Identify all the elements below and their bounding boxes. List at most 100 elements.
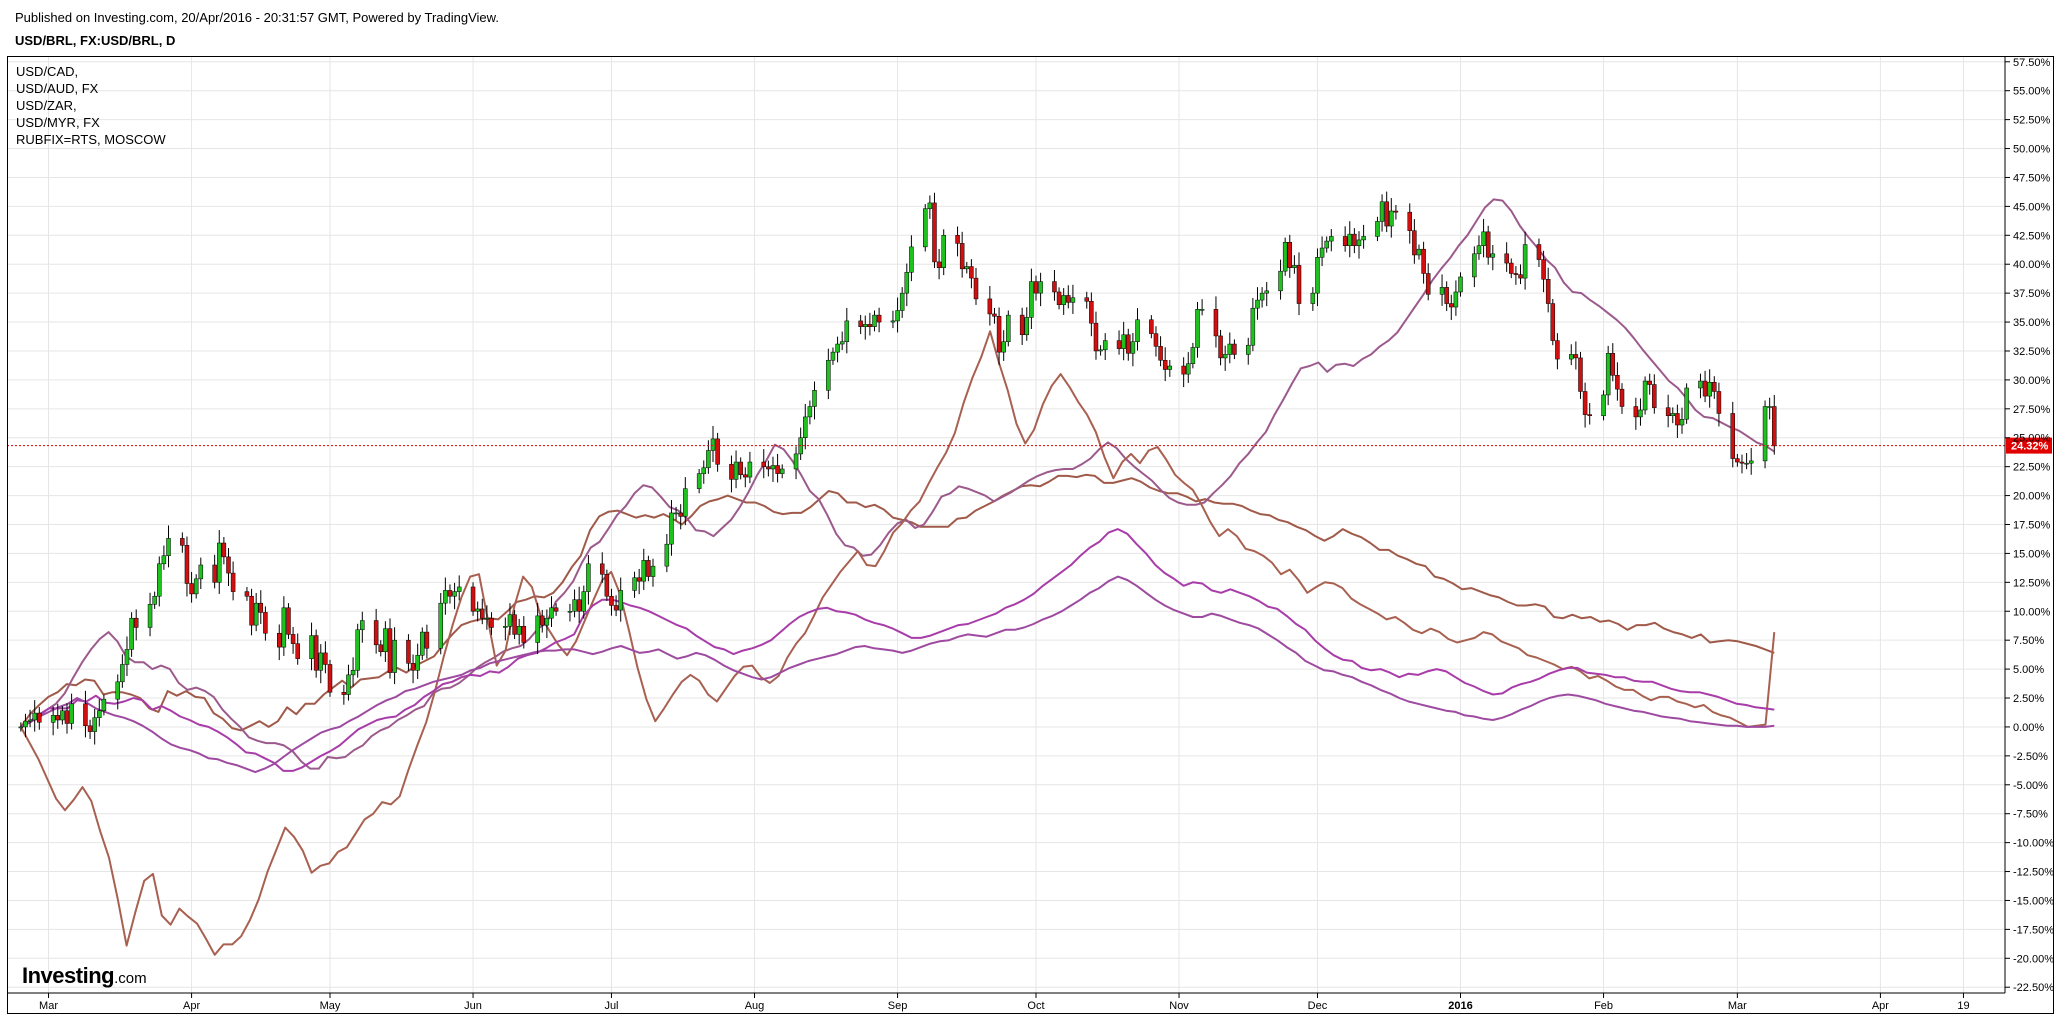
y-tick-label: 42.50% — [2013, 230, 2051, 242]
x-tick-label: Mar — [39, 1000, 58, 1012]
candle-body — [1485, 231, 1491, 258]
candle-body — [346, 674, 351, 695]
candle-body — [64, 710, 70, 724]
comparison-legend: USD/CAD, USD/AUD, FX USD/ZAR, USD/MYR, F… — [16, 63, 166, 148]
y-tick-label: 37.50% — [2013, 288, 2051, 300]
candle-body — [447, 590, 453, 597]
candle-body — [1126, 334, 1131, 354]
candle-body — [863, 324, 868, 327]
candle-body — [872, 314, 877, 327]
candle-body — [1001, 341, 1006, 353]
candle-body — [830, 351, 836, 361]
candle-body — [355, 629, 360, 671]
candle-body — [37, 712, 42, 723]
candle-body — [895, 310, 900, 322]
candle-body — [535, 615, 540, 643]
candle-body — [1582, 391, 1588, 415]
candle-body — [383, 628, 388, 652]
y-tick-label: 32.50% — [2013, 346, 2051, 358]
candle-body — [1476, 245, 1482, 255]
candle-body — [161, 555, 167, 565]
candle-body — [101, 698, 107, 711]
candle-body — [1458, 276, 1463, 293]
candle-body — [452, 591, 457, 597]
y-tick-label: 15.00% — [2013, 548, 2051, 560]
candle-body — [1412, 230, 1417, 256]
candle-body — [609, 595, 614, 606]
x-tick-label: Mar — [1728, 1000, 1747, 1012]
candle-body — [341, 691, 347, 695]
candle-body — [480, 608, 485, 619]
candle-body — [1421, 248, 1426, 274]
series-line — [19, 330, 1776, 956]
candle-body — [747, 461, 753, 478]
y-tick-label: 30.00% — [2013, 375, 2051, 387]
candle-body — [295, 643, 300, 659]
candle-body — [1545, 279, 1551, 304]
x-tick-label: Aug — [745, 1000, 765, 1012]
candle-body — [618, 590, 623, 611]
candle-body — [1730, 413, 1736, 459]
candle-body — [987, 298, 993, 315]
candle-body — [217, 542, 222, 583]
candle-body — [1587, 414, 1592, 417]
y-tick-label: -2.50% — [2013, 751, 2048, 763]
candle-body — [553, 607, 559, 612]
y-tick-label: 10.00% — [2013, 606, 2051, 618]
candle-body — [646, 560, 651, 577]
candle-body — [373, 620, 379, 646]
y-tick-label: 52.50% — [2013, 115, 2051, 127]
logo-brand: Investing — [22, 963, 115, 988]
candle-body — [1439, 287, 1445, 295]
y-tick-label: -7.50% — [2013, 809, 2048, 821]
candle-body — [221, 542, 227, 558]
y-tick-label: 47.50% — [2013, 172, 2051, 184]
candle-body — [683, 488, 688, 517]
candle-body — [1329, 236, 1334, 242]
candle-body — [1246, 344, 1251, 355]
candle-body — [1070, 297, 1076, 303]
candle-body — [1679, 418, 1685, 426]
chart-canvas[interactable]: 24.32% 57.50% 55.00% 52.50% 50.00% 47.50% 45.… — [7, 56, 2054, 1014]
candle-body — [1029, 281, 1034, 318]
candle-body — [507, 614, 513, 627]
candle-body — [1195, 309, 1200, 348]
x-tick-label: Feb — [1594, 1000, 1613, 1012]
x-tick-label: Oct — [1027, 1000, 1044, 1012]
candle-body — [1282, 241, 1288, 272]
candle-body — [1199, 309, 1205, 311]
candle-body — [1153, 333, 1159, 347]
legend-entry: USD/ZAR, — [16, 98, 77, 113]
candle-body — [710, 438, 716, 451]
candle-body — [147, 604, 153, 628]
candle-body — [586, 563, 591, 592]
candle-body — [1698, 380, 1703, 389]
candle-body — [1407, 211, 1413, 231]
candle-body — [83, 703, 88, 727]
current-price-label: 24.32% — [2011, 441, 2049, 453]
legend-entry: USD/AUD, FX — [16, 81, 99, 96]
candle-body — [1149, 319, 1154, 334]
candle-body — [475, 608, 480, 612]
candle-body — [1665, 407, 1671, 417]
candle-body — [1319, 247, 1325, 258]
candle-body — [456, 586, 462, 592]
candle-body — [387, 628, 393, 673]
y-tick-label: 27.50% — [2013, 404, 2051, 416]
candle-body — [1038, 281, 1043, 294]
series-line — [20, 528, 1775, 772]
y-tick-label: 25.00% — [2013, 433, 2051, 445]
candle-body — [936, 261, 942, 268]
candle-body — [410, 663, 416, 671]
candle-body — [803, 416, 808, 438]
candle-body — [738, 461, 743, 476]
candle-body — [1232, 343, 1237, 355]
candle-body — [1619, 388, 1625, 407]
candle-body — [1352, 233, 1357, 246]
candle-body — [807, 406, 813, 418]
candle-body — [1578, 357, 1583, 392]
candle-body — [1181, 365, 1186, 375]
candle-body — [1518, 274, 1523, 279]
candle-body — [189, 583, 194, 595]
y-tick-label: 35.00% — [2013, 317, 2051, 329]
